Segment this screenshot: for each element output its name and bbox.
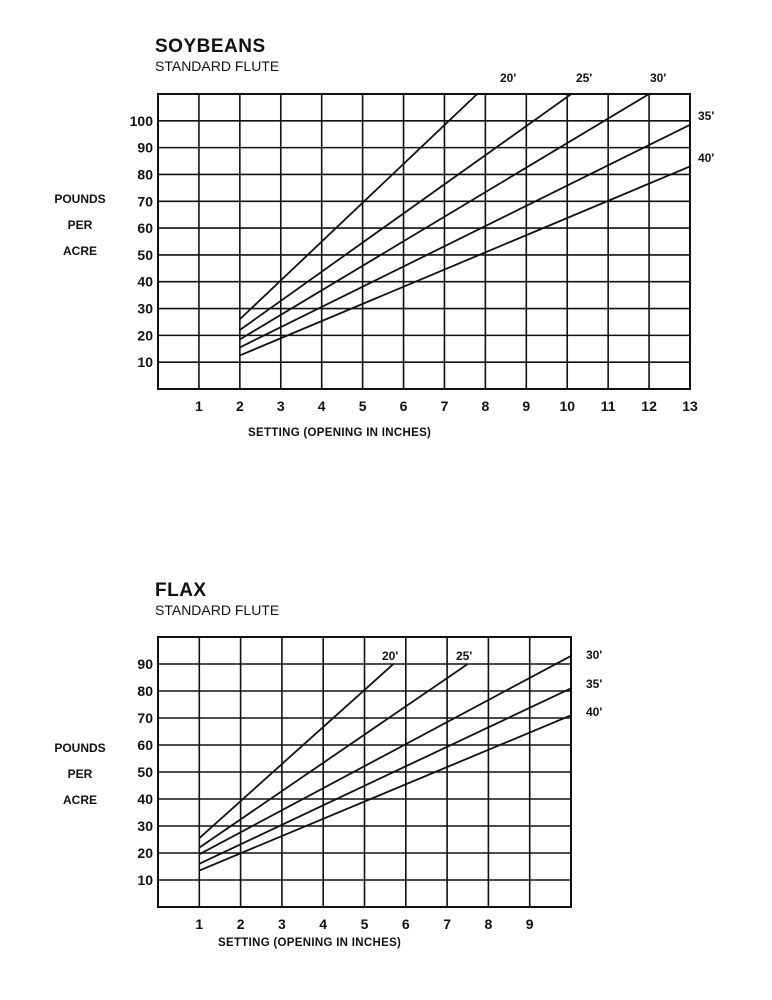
series-label: 30' xyxy=(586,648,602,662)
x-tick-label: 13 xyxy=(682,398,698,414)
x-axis-label: SETTING (OPENING IN INCHES) xyxy=(218,937,402,949)
series-line xyxy=(198,714,572,872)
series-line xyxy=(198,663,469,849)
x-tick-label: 7 xyxy=(441,398,449,414)
series-line xyxy=(198,687,572,865)
series-label: 30' xyxy=(650,71,666,85)
plot-frame xyxy=(157,636,572,908)
x-tick-label: 2 xyxy=(237,916,245,932)
series-line xyxy=(239,124,691,349)
chart-title: FLAX xyxy=(155,580,207,601)
x-tick-label: 4 xyxy=(318,398,326,414)
chart-subtitle: STANDARD FLUTE xyxy=(155,602,280,618)
y-tick-label: 70 xyxy=(137,193,153,209)
y-tick-label: 80 xyxy=(137,166,153,182)
x-tick-label: 9 xyxy=(526,916,534,932)
y-tick-label: 50 xyxy=(137,247,153,263)
y-tick-label: 30 xyxy=(137,301,153,317)
series-line xyxy=(198,655,572,856)
x-tick-label: 1 xyxy=(195,916,203,932)
series-label: 35' xyxy=(698,109,714,123)
y-tick-label: 60 xyxy=(137,737,153,753)
series-label: 25' xyxy=(576,71,592,85)
x-tick-label: 7 xyxy=(443,916,451,932)
y-tick-label: 20 xyxy=(137,845,153,861)
x-tick-label: 5 xyxy=(359,398,367,414)
series-line xyxy=(239,93,572,331)
y-axis-label: POUNDS PER ACRE xyxy=(54,192,106,258)
y-axis-label: POUNDS PER ACRE xyxy=(54,741,106,807)
x-tick-label: 8 xyxy=(485,916,493,932)
series-line xyxy=(239,93,650,341)
y-tick-label: 40 xyxy=(137,274,153,290)
y-tick-label: 10 xyxy=(137,872,153,888)
y-tick-label: 50 xyxy=(137,764,153,780)
x-tick-label: 3 xyxy=(277,398,285,414)
x-tick-label: 10 xyxy=(559,398,575,414)
series-label: 25' xyxy=(456,649,472,663)
series-label: 40' xyxy=(586,705,602,719)
y-tick-label: 20 xyxy=(137,327,153,343)
x-tick-label: 11 xyxy=(601,398,616,414)
chart-title: SOYBEANS xyxy=(155,36,266,57)
chart-subtitle: STANDARD FLUTE xyxy=(155,58,280,74)
y-tick-label: 60 xyxy=(137,220,153,236)
y-tick-label: 80 xyxy=(137,683,153,699)
y-tick-label: 40 xyxy=(137,791,153,807)
x-tick-label: 9 xyxy=(522,398,530,414)
series-label: 20' xyxy=(500,71,516,85)
series-label: 40' xyxy=(698,151,714,165)
y-tick-label: 100 xyxy=(130,113,154,129)
y-tick-label: 10 xyxy=(137,354,153,370)
y-tick-label: 90 xyxy=(137,140,153,156)
soybeans-chart: SOYBEANS STANDARD FLUTE POUNDS PER ACRE … xyxy=(0,0,772,470)
series-label: 35' xyxy=(586,677,602,691)
series-line xyxy=(239,93,478,320)
x-axis-label: SETTING (OPENING IN INCHES) xyxy=(248,427,432,439)
x-tick-label: 4 xyxy=(319,916,327,932)
soybeans-plot: 1 2 3 4 5 6 7 8 9 10 11 12 1310203040506070809010020… xyxy=(130,71,715,414)
x-tick-label: 3 xyxy=(278,916,286,932)
series-line xyxy=(198,663,395,839)
x-tick-label: 5 xyxy=(361,916,369,932)
x-tick-label: 6 xyxy=(402,916,410,932)
x-tick-label: 2 xyxy=(236,398,244,414)
plot-frame xyxy=(157,93,691,390)
x-tick-label: 6 xyxy=(400,398,408,414)
y-tick-label: 70 xyxy=(137,710,153,726)
y-tick-label: 30 xyxy=(137,818,153,834)
x-tick-label: 12 xyxy=(641,398,657,414)
y-tick-label: 90 xyxy=(137,656,153,672)
series-line xyxy=(239,165,691,357)
series-label: 20' xyxy=(382,649,398,663)
x-tick-label: 8 xyxy=(481,398,489,414)
x-tick-label: 1 xyxy=(195,398,203,414)
